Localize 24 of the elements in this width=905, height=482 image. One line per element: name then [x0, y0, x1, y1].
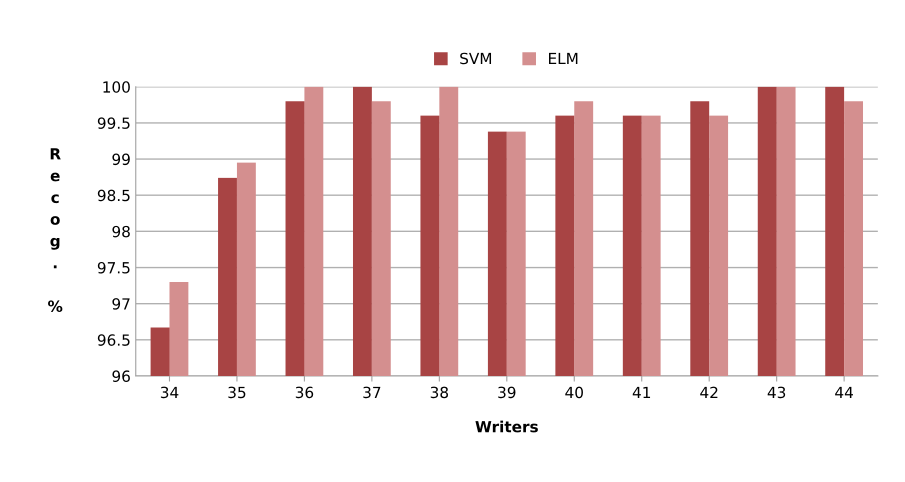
x-axis-title: Writers: [475, 420, 538, 432]
x-tick-label: 36: [296, 386, 314, 398]
x-tick-label: 39: [498, 386, 516, 398]
y-tick-label: 97: [112, 298, 130, 310]
x-tick-label: 38: [430, 386, 448, 398]
text: Recog. %: [48, 148, 62, 312]
y-tick-label: 99.5: [98, 117, 130, 129]
y-tick-label: 96: [112, 370, 130, 382]
x-tick-label: 44: [835, 386, 853, 398]
y-tick-label: 99: [112, 154, 130, 166]
x-tick-label: 43: [768, 386, 786, 398]
legend-label: ELM: [549, 52, 578, 64]
x-tick-label: 37: [363, 386, 380, 398]
x-tick-label: 42: [700, 386, 718, 398]
y-tick-label: 98: [112, 226, 130, 238]
x-tick-label: 40: [565, 386, 583, 398]
y-tick-label: 100: [103, 81, 130, 93]
x-tick-label: 35: [228, 386, 246, 398]
legend-label: SVM: [460, 52, 492, 64]
y-tick-label: 98.5: [98, 190, 130, 202]
y-tick-label: 97.5: [98, 262, 130, 274]
x-tick-label: 34: [160, 386, 178, 398]
x-tick-label: 41: [632, 386, 650, 398]
y-tick-label: 96.5: [98, 334, 130, 346]
